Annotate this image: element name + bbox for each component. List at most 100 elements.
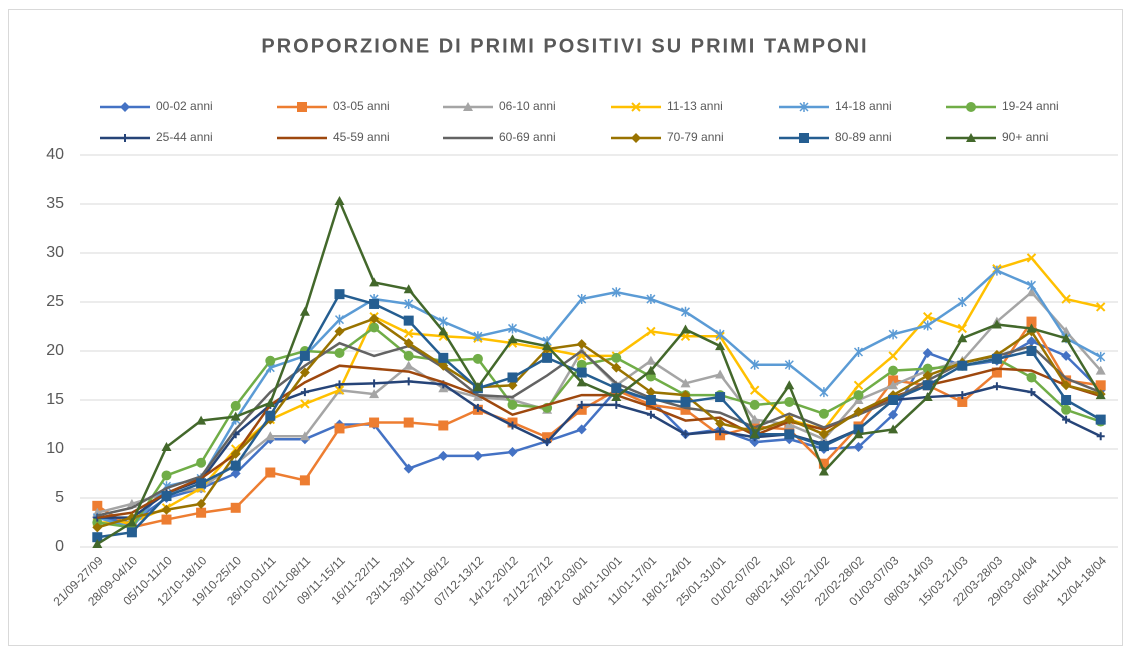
marker — [922, 363, 933, 374]
marker — [888, 424, 899, 434]
series-line — [96, 269, 1102, 529]
marker — [577, 400, 586, 409]
marker — [631, 133, 641, 143]
chart-frame — [8, 9, 1123, 646]
marker — [1027, 388, 1036, 397]
marker — [888, 395, 899, 405]
marker — [542, 341, 553, 351]
marker — [161, 491, 172, 502]
y-tick-label: 0 — [55, 538, 64, 555]
marker — [957, 360, 968, 371]
marker — [1095, 365, 1106, 375]
marker — [404, 298, 414, 309]
marker — [716, 427, 725, 436]
marker — [957, 333, 968, 343]
legend-label: 14-18 anni — [835, 99, 892, 113]
marker — [645, 355, 656, 365]
marker — [576, 424, 587, 435]
marker — [853, 346, 864, 357]
marker — [196, 457, 207, 468]
y-tick-label: 25 — [46, 293, 64, 310]
marker — [992, 382, 1001, 391]
series-line — [97, 341, 1102, 517]
marker — [472, 392, 483, 402]
marker — [1026, 323, 1037, 333]
marker — [966, 133, 976, 142]
marker — [576, 359, 587, 370]
marker — [403, 360, 414, 370]
marker — [1096, 432, 1105, 441]
marker — [507, 380, 518, 391]
y-tick-label: 20 — [46, 342, 64, 359]
marker — [473, 331, 483, 342]
marker — [611, 392, 622, 402]
marker — [853, 406, 864, 417]
marker — [958, 391, 967, 400]
marker — [715, 329, 725, 340]
marker — [92, 539, 103, 549]
marker — [991, 367, 1002, 378]
legend-label: 70-79 anni — [667, 130, 724, 144]
marker — [888, 329, 898, 340]
legend-label: 90+ anni — [1002, 130, 1048, 144]
marker — [230, 460, 241, 471]
marker — [230, 468, 241, 479]
marker — [403, 328, 414, 339]
marker — [888, 380, 899, 390]
marker — [611, 352, 622, 363]
marker — [92, 532, 103, 543]
marker — [161, 514, 172, 525]
marker — [922, 311, 933, 322]
y-tick-label: 5 — [55, 489, 64, 506]
marker — [1095, 390, 1106, 400]
marker — [334, 196, 345, 206]
y-tick-label: 15 — [46, 391, 64, 408]
marker — [991, 319, 1002, 329]
marker — [334, 314, 345, 325]
marker — [196, 498, 207, 509]
marker — [1026, 287, 1037, 297]
marker — [369, 322, 380, 333]
marker — [818, 408, 829, 419]
marker — [265, 431, 276, 441]
marker — [611, 383, 622, 394]
marker — [680, 396, 691, 407]
legend-label: 60-69 anni — [499, 130, 556, 144]
marker — [369, 313, 380, 324]
marker — [507, 446, 518, 457]
marker — [818, 441, 829, 452]
series-line — [97, 364, 1102, 519]
marker — [334, 385, 345, 395]
marker — [403, 315, 414, 326]
marker — [297, 102, 307, 112]
legend-label: 80-89 anni — [835, 130, 892, 144]
series-line — [96, 197, 1102, 546]
marker — [1095, 380, 1106, 391]
marker — [922, 370, 933, 381]
marker — [299, 306, 310, 316]
marker — [230, 400, 241, 411]
marker — [784, 359, 794, 370]
chart-title: PROPORZIONE DI PRIMI POSITIVI SU PRIMI T… — [261, 35, 868, 57]
marker — [369, 298, 380, 309]
marker — [335, 380, 344, 389]
marker — [715, 392, 726, 403]
marker — [126, 527, 137, 538]
marker — [966, 102, 976, 112]
marker — [1061, 294, 1071, 304]
marker — [120, 102, 130, 112]
marker — [473, 403, 482, 412]
y-tick-label: 35 — [46, 195, 64, 212]
marker — [507, 323, 518, 334]
marker — [631, 102, 641, 112]
marker — [923, 320, 933, 331]
marker — [507, 399, 518, 410]
marker — [1062, 415, 1071, 424]
marker — [334, 326, 345, 337]
marker — [265, 355, 276, 366]
marker — [750, 359, 760, 370]
marker — [991, 353, 1002, 364]
marker — [543, 438, 552, 447]
series-line — [97, 339, 1102, 524]
legend-label: 45-59 anni — [333, 130, 390, 144]
